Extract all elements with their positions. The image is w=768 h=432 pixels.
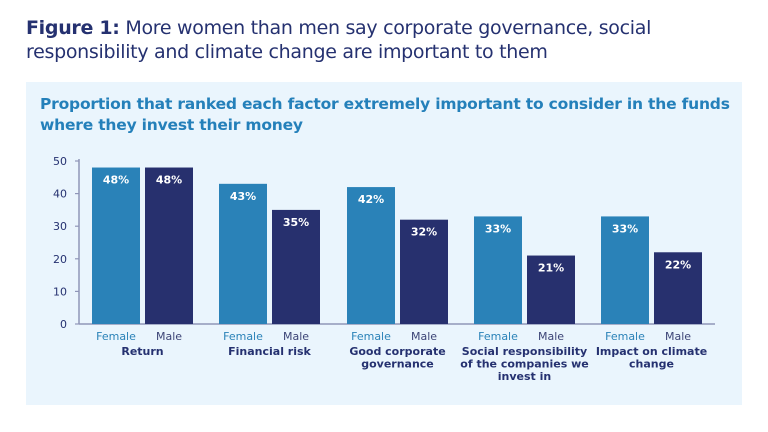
category-label: Financial risk [228,345,311,358]
y-tick-label: 40 [53,188,67,201]
series-label: Female [605,330,645,343]
category-label: change [629,358,674,371]
series-label: Female [478,330,518,343]
bar-female [92,167,140,324]
bar-male [145,167,193,324]
bar-female [474,216,522,324]
data-label: 35% [283,216,309,229]
bar-female [601,216,649,324]
bar-male [400,219,448,324]
category-label: Impact on climate [596,345,707,358]
y-tick-label: 30 [53,220,67,233]
category-label: governance [361,358,434,371]
series-label: Male [665,330,691,343]
category-label: Return [121,345,163,358]
chart-title: Proportion that ranked each factor extre… [40,95,730,134]
category-label: Social responsibility [462,345,587,358]
bar-female [347,187,395,324]
data-label: 42% [358,193,384,206]
data-label: 21% [538,262,564,275]
series-label: Male [283,330,309,343]
data-label: 33% [485,222,511,235]
bar-male [654,252,702,324]
series-label: Male [156,330,182,343]
y-tick-label: 50 [53,155,67,168]
series-label: Male [538,330,564,343]
series-label: Female [351,330,391,343]
y-tick-label: 10 [53,285,67,298]
series-label: Female [96,330,136,343]
data-label: 48% [103,174,129,187]
figure-title: Figure 1: More women than men say corpor… [26,16,746,64]
data-label: 43% [230,190,256,203]
category-label: invest in [498,370,551,383]
category-label: Good corporate [349,345,445,358]
figure-title-text: More women than men say corporate govern… [26,17,652,63]
series-label: Female [223,330,263,343]
data-label: 48% [156,174,182,187]
bar-male [272,209,320,324]
bar-male [527,255,575,324]
figure-label: Figure 1: [26,17,120,39]
y-tick-label: 0 [60,318,67,331]
y-tick-label: 20 [53,253,67,266]
category-label: of the companies we [460,358,588,371]
data-label: 33% [612,222,638,235]
bar-female [219,183,267,324]
data-label: 32% [411,226,437,239]
series-label: Male [411,330,437,343]
data-label: 22% [665,258,691,271]
